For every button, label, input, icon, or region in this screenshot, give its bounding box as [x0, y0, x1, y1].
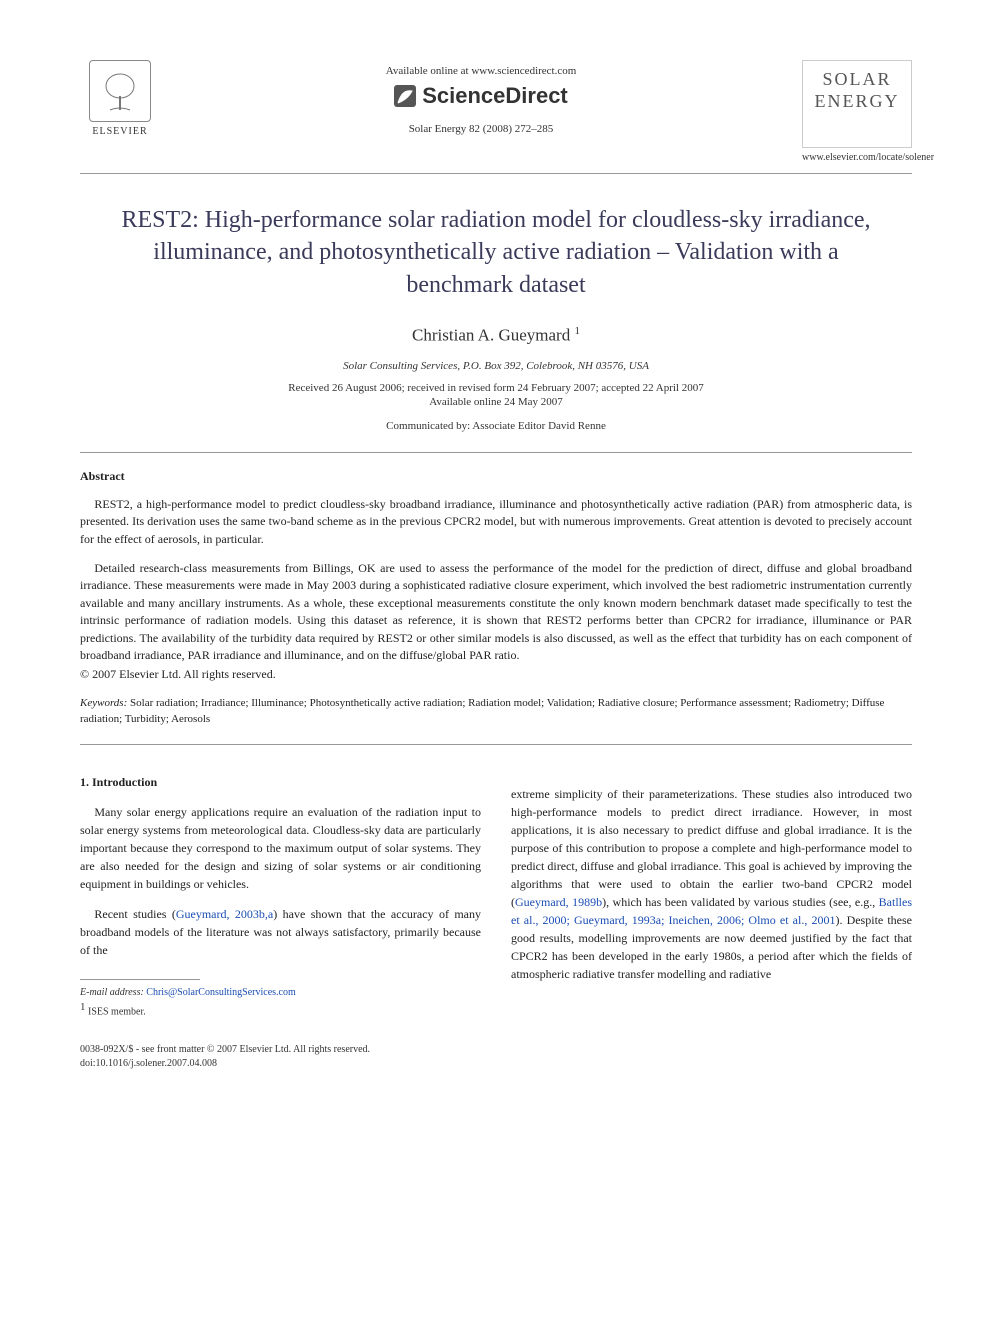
- right-column: extreme simplicity of their parameteriza…: [511, 773, 912, 1019]
- abstract-top-rule: [80, 452, 912, 453]
- publisher-logo: ELSEVIER: [80, 60, 160, 150]
- journal-cover: SOLAR ENERGY www.elsevier.com/locate/sol…: [802, 60, 912, 163]
- email-address[interactable]: Chris@SolarConsultingServices.com: [146, 987, 295, 998]
- left-column: 1. Introduction Many solar energy applic…: [80, 773, 481, 1019]
- header-rule: [80, 173, 912, 174]
- keywords-block: Keywords: Solar radiation; Irradiance; I…: [80, 696, 912, 728]
- citation-gueymard-2003[interactable]: Gueymard, 2003b,a: [176, 907, 273, 921]
- abstract-heading: Abstract: [80, 469, 912, 484]
- journal-url: www.elsevier.com/locate/solener: [802, 152, 912, 163]
- author-name: Christian A. Gueymard: [412, 326, 570, 345]
- footnote-ises: 1 ISES member.: [80, 1000, 481, 1019]
- journal-reference: Solar Energy 82 (2008) 272–285: [160, 123, 802, 135]
- abstract-bottom-rule: [80, 744, 912, 745]
- intro-para-1: Many solar energy applications require a…: [80, 803, 481, 893]
- sciencedirect-brand: ScienceDirect: [160, 83, 802, 109]
- keywords-text: Solar radiation; Irradiance; Illuminance…: [80, 697, 884, 725]
- intro-para-2-cont: extreme simplicity of their parameteriza…: [511, 785, 912, 983]
- citation-gueymard-1989b[interactable]: Gueymard, 1989b: [515, 895, 602, 909]
- communicated-by: Communicated by: Associate Editor David …: [80, 420, 912, 432]
- section-heading: 1. Introduction: [80, 773, 481, 791]
- email-label: E-mail address:: [80, 987, 144, 998]
- available-date: Available online 24 May 2007: [80, 396, 912, 408]
- intro-p2-text-a: Recent studies (: [94, 907, 175, 921]
- affiliation: Solar Consulting Services, P.O. Box 392,…: [80, 360, 912, 372]
- keywords-label: Keywords:: [80, 697, 127, 709]
- front-matter-line: 0038-092X/$ - see front matter © 2007 El…: [80, 1043, 912, 1057]
- elsevier-tree-icon: [89, 60, 151, 122]
- footnote-email: E-mail address: Chris@SolarConsultingSer…: [80, 986, 481, 1000]
- author-note-marker: 1: [574, 325, 580, 337]
- journal-title-box: SOLAR ENERGY: [802, 60, 912, 148]
- journal-name-line2: ENERGY: [807, 91, 907, 113]
- intro-para-2: Recent studies (Gueymard, 2003b,a) have …: [80, 905, 481, 959]
- right-text-a: extreme simplicity of their parameteriza…: [511, 787, 912, 909]
- right-text-b: ), which has been validated by various s…: [602, 895, 879, 909]
- doi-line: doi:10.1016/j.solener.2007.04.008: [80, 1057, 912, 1071]
- section-title: Introduction: [92, 775, 157, 789]
- article-title: REST2: High-performance solar radiation …: [110, 204, 882, 301]
- available-online-text: Available online at www.sciencedirect.co…: [160, 65, 802, 77]
- page-footer: 0038-092X/$ - see front matter © 2007 El…: [80, 1043, 912, 1071]
- footnote-marker: 1: [80, 1001, 86, 1013]
- body-columns: 1. Introduction Many solar energy applic…: [80, 773, 912, 1019]
- center-header: Available online at www.sciencedirect.co…: [160, 60, 802, 135]
- abstract-paragraph-1: REST2, a high-performance model to predi…: [80, 496, 912, 548]
- section-number: 1.: [80, 775, 89, 789]
- received-dates: Received 26 August 2006; received in rev…: [80, 382, 912, 394]
- footnote-text: ISES member.: [88, 1006, 146, 1017]
- sciencedirect-icon: [394, 85, 416, 107]
- abstract-paragraph-2: Detailed research-class measurements fro…: [80, 560, 912, 664]
- journal-name-line1: SOLAR: [807, 69, 907, 91]
- footnote-rule: [80, 979, 200, 980]
- author-line: Christian A. Gueymard 1: [80, 325, 912, 346]
- copyright-line: © 2007 Elsevier Ltd. All rights reserved…: [80, 666, 912, 683]
- header-row: ELSEVIER Available online at www.science…: [80, 60, 912, 163]
- publisher-name: ELSEVIER: [92, 126, 147, 137]
- sciencedirect-text: ScienceDirect: [422, 83, 568, 109]
